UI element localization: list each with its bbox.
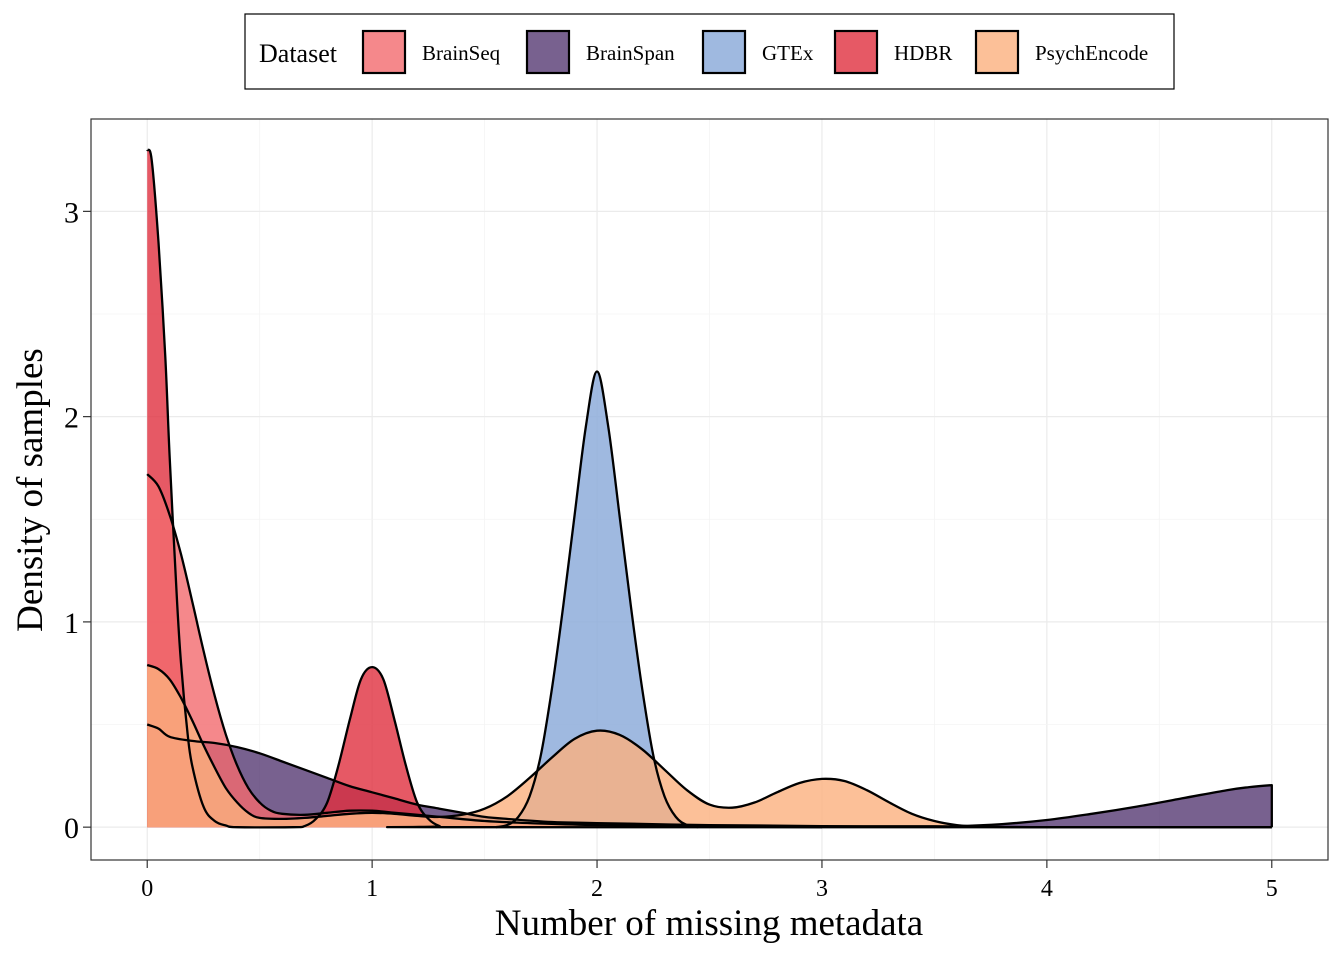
legend-key (833, 29, 879, 75)
x-axis-title: Number of missing metadata (495, 903, 923, 944)
y-axis: 0 1 2 3 (64, 196, 91, 845)
density-line-psychencode (146, 663, 1272, 829)
legend-label: HDBR (894, 41, 952, 65)
density-outlines (146, 148, 1273, 829)
legend-key (525, 29, 571, 75)
x-axis: 0 1 2 3 4 5 (141, 860, 1278, 902)
y-tick-label: 2 (64, 402, 79, 435)
legend: Dataset BrainSeq BrainSpan GTEx HDBR PsychEn… (244, 13, 1175, 90)
legend-item-psychencode: PsychEncode (974, 29, 1148, 75)
legend-key (974, 29, 1020, 75)
density-area-gtex (495, 371, 699, 828)
legend-item-gtex: GTEx (701, 29, 814, 75)
legend-title: Dataset (259, 39, 338, 68)
x-tick-label: 1 (366, 876, 378, 902)
legend-label: BrainSeq (422, 41, 501, 65)
legend-label: PsychEncode (1035, 41, 1148, 65)
y-tick-label: 0 (64, 812, 79, 845)
legend-entries: BrainSeq BrainSpan GTEx HDBR PsychEncode (361, 29, 1148, 75)
density-line-brainspan (146, 723, 1273, 828)
x-tick-label: 2 (591, 876, 603, 902)
plot-border (90, 118, 1329, 861)
legend-label: GTEx (762, 41, 814, 65)
legend-key (361, 29, 407, 75)
density-line-hdbr (146, 148, 1272, 829)
x-tick-label: 0 (141, 876, 153, 902)
legend-item-hdbr: HDBR (833, 29, 952, 75)
density-line-brainseq (146, 473, 823, 829)
y-tick-label: 3 (64, 196, 79, 229)
x-tick-label: 4 (1041, 876, 1053, 902)
x-tick-label: 5 (1266, 876, 1278, 902)
y-tick-label: 1 (64, 607, 79, 640)
legend-item-brainspan: BrainSpan (525, 29, 675, 75)
legend-item-brainseq: BrainSeq (361, 29, 501, 75)
legend-key (701, 29, 747, 75)
y-axis-title: Density of samples (10, 348, 51, 632)
density-line-gtex (495, 370, 699, 829)
x-tick-label: 3 (816, 876, 828, 902)
legend-label: BrainSpan (586, 41, 675, 65)
